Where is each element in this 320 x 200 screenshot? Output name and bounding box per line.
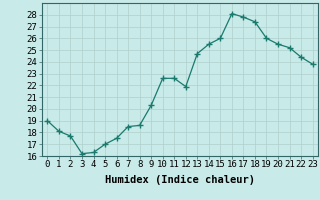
X-axis label: Humidex (Indice chaleur): Humidex (Indice chaleur) <box>105 175 255 185</box>
